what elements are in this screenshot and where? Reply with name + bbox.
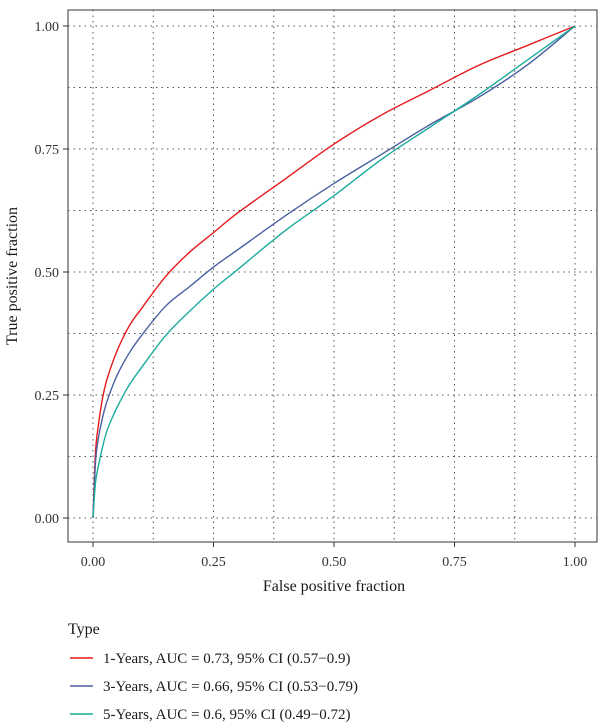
x-axis-ticks: 0.00 0.25 0.50 0.75 1.00 [81,542,588,570]
y-axis-ticks: 0.00 0.25 0.50 0.75 1.00 [35,20,68,527]
roc-curve [92,25,576,519]
x-tick-label: 1.00 [563,555,588,570]
y-axis-title: True positive fraction [4,207,21,345]
y-tick-label: 1.00 [35,20,60,35]
y-tick-label: 0.75 [35,143,60,158]
legend-title: Type [68,621,100,638]
x-tick-label: 0.00 [81,555,106,570]
plot-panel [67,9,598,543]
legend-label: 5-Years, AUC = 0.6, 95% CI (0.49−0.72) [103,707,350,723]
y-tick-label: 0.50 [35,266,60,281]
series-layer [92,25,576,519]
x-tick-label: 0.50 [322,555,347,570]
legend-label: 3-Years, AUC = 0.66, 95% CI (0.53−0.79) [103,679,358,695]
x-tick-label: 0.75 [442,555,467,570]
legend-label: 1-Years, AUC = 0.73, 95% CI (0.57−0.9) [103,651,350,667]
x-tick-label: 0.25 [201,555,226,570]
grid-lines [68,10,597,542]
roc-curve [92,25,576,519]
x-axis-title: False positive fraction [263,578,405,595]
legend: 1-Years, AUC = 0.73, 95% CI (0.57−0.9) 3-… [70,651,358,723]
y-tick-label: 0.25 [35,389,60,404]
roc-curve [92,25,576,519]
y-tick-label: 0.00 [35,512,60,527]
